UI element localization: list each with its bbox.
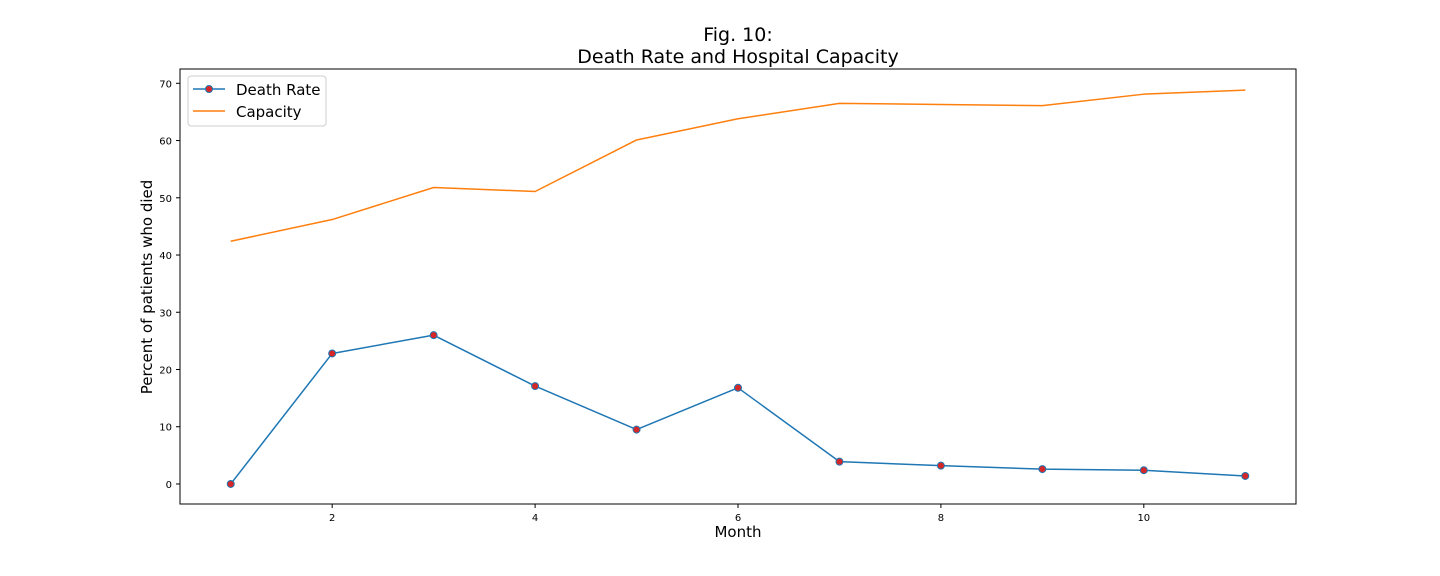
- series-death-rate-point: [1038, 465, 1047, 474]
- series-death-rate-point: [734, 383, 742, 392]
- x-tick-label: 10: [1137, 513, 1150, 524]
- series-capacity-line: [230, 89, 1246, 243]
- y-tick-label: 0: [166, 480, 172, 491]
- y-tick-label: 50: [159, 194, 172, 205]
- plot-frame: [179, 68, 1297, 505]
- series-death-rate-point: [1241, 471, 1250, 480]
- series-death-rate-point: [328, 349, 337, 358]
- series-death-rate-point: [531, 382, 540, 391]
- series-death-rate-point: [632, 425, 641, 434]
- y-tick-label: 10: [159, 423, 172, 434]
- x-axis-label: Month: [714, 523, 761, 541]
- legend-death-rate-marker: [205, 85, 213, 93]
- chart-title-line-1: Fig. 10:: [703, 24, 773, 46]
- plot-area: 2 4 6 8 10 0 10 20 30 40 50 60 70: [159, 79, 1250, 524]
- series-death-rate-line: [230, 334, 1246, 485]
- y-tick-label: 40: [159, 251, 172, 262]
- y-tick-label: 20: [159, 365, 172, 376]
- legend: Death Rate Capacity: [187, 75, 327, 127]
- legend-capacity-label: Capacity: [236, 103, 302, 121]
- y-tick-label: 60: [159, 137, 172, 148]
- x-tick-label: 4: [532, 513, 538, 524]
- legend-death-rate-label: Death Rate: [236, 81, 321, 99]
- series-death-rate-point: [936, 461, 945, 470]
- chart-title-line-2: Death Rate and Hospital Capacity: [577, 46, 898, 68]
- series-death-rate-point: [1139, 466, 1148, 475]
- series-death-rate-point: [429, 331, 438, 340]
- x-tick-label: 6: [735, 513, 741, 524]
- y-tick-label: 30: [159, 308, 172, 319]
- x-tick-label: 2: [329, 513, 335, 524]
- series-death-rate-point: [835, 457, 844, 466]
- series-death-rate-point: [226, 479, 235, 488]
- x-tick-label: 8: [938, 513, 944, 524]
- y-axis-label: Percent of patients who died: [138, 180, 156, 395]
- y-tick-label: 70: [159, 79, 172, 90]
